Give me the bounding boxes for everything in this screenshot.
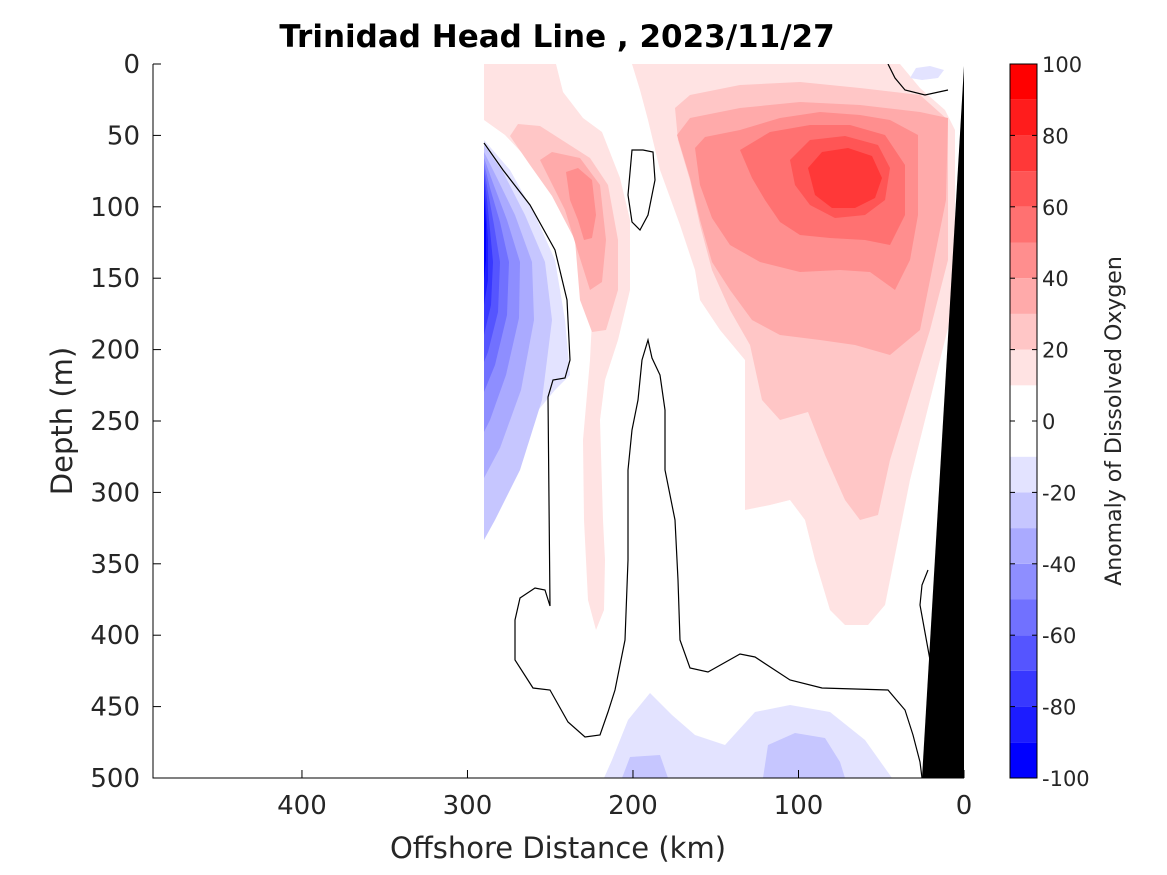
- y-tick-label: 250: [90, 407, 140, 437]
- colorbar-block: [1010, 278, 1037, 314]
- colorbar-tick-label: 0: [1042, 410, 1055, 434]
- x-tick-label: 400: [277, 791, 327, 821]
- y-tick-label: 200: [90, 336, 140, 366]
- colorbar-block: [1010, 635, 1037, 671]
- y-tick-label: 400: [90, 621, 140, 651]
- colorbar-tick-label: -20: [1042, 481, 1076, 505]
- colorbar-block: [1010, 64, 1037, 100]
- colorbar-block: [1010, 599, 1037, 636]
- deep-neg-anomaly-band-20b: [763, 733, 845, 778]
- x-tick-label: 0: [956, 791, 973, 821]
- y-axis-title: Depth (m): [45, 347, 79, 495]
- x-tick-label: 300: [443, 791, 493, 821]
- colorbar-block: [1010, 242, 1037, 279]
- colorbar-block: [1010, 313, 1037, 350]
- y-tick-label: 50: [107, 121, 140, 151]
- colorbar-block: [1010, 563, 1037, 600]
- colorbar-tick-label: 100: [1042, 53, 1082, 77]
- y-tick-label: 150: [90, 264, 140, 294]
- chart-title: Trinidad Head Line , 2023/11/27: [279, 19, 834, 55]
- y-tick-label: 350: [90, 550, 140, 580]
- y-tick-label: 100: [90, 193, 140, 223]
- colorbar-block: [1010, 99, 1037, 136]
- zero-contour-island: [627, 149, 656, 231]
- neg-anomaly-band-90: [484, 195, 486, 280]
- zero-contour-main: [483, 142, 923, 778]
- colorbar-block: [1010, 135, 1037, 172]
- colorbar-block: [1010, 456, 1037, 493]
- colorbar-tick-label: 80: [1042, 124, 1069, 148]
- y-tick-label: 0: [123, 50, 140, 80]
- zero-contour-surface: [887, 64, 949, 96]
- colorbar-ticks: 100 80 60 40 20 0 -20 -40 -60 -80 -100: [1010, 53, 1090, 791]
- bottom-topography: [922, 66, 964, 778]
- colorbar-block: [1010, 206, 1037, 243]
- colorbar-block: [1010, 528, 1037, 564]
- surface-neg-anomaly: [910, 66, 944, 80]
- colorbar-tick-label: 60: [1042, 196, 1069, 220]
- colorbar-block: [1010, 349, 1037, 386]
- colorbar-block: [1010, 492, 1037, 529]
- colorbar-tick-label: -40: [1042, 553, 1076, 577]
- colorbar-tick-label: -60: [1042, 624, 1076, 648]
- contour-field: [483, 64, 964, 778]
- y-tick-label: 300: [90, 478, 140, 508]
- x-tick-label: 100: [774, 791, 824, 821]
- deep-neg-anomaly-band-20: [622, 755, 668, 778]
- axis-tick-labels: 400 300 200 100 0 0 50 100 150 200 250 300 350 400 450…: [90, 50, 972, 821]
- y-tick-label: 450: [90, 693, 140, 723]
- colorbar-tick-label: -80: [1042, 696, 1076, 720]
- x-tick-label: 200: [608, 791, 658, 821]
- colorbar-tick-label: 20: [1042, 339, 1069, 363]
- y-tick-label: 500: [90, 764, 140, 794]
- colorbar-block: [1010, 742, 1037, 778]
- pos-anomaly-east-band-70: [808, 148, 882, 208]
- colorbar-block: [1010, 670, 1037, 707]
- colorbar-tick-label: 40: [1042, 267, 1069, 291]
- pos-anomaly-west-band-40: [566, 168, 596, 240]
- axis-ticks: [153, 63, 965, 779]
- colorbar-tick-label: -100: [1042, 767, 1090, 791]
- colorbar-block: [1010, 171, 1037, 207]
- x-axis-title: Offshore Distance (km): [390, 831, 726, 865]
- colorbar-title: Anomaly of Dissolved Oxygen: [1102, 256, 1127, 586]
- colorbar-block: [1010, 706, 1037, 743]
